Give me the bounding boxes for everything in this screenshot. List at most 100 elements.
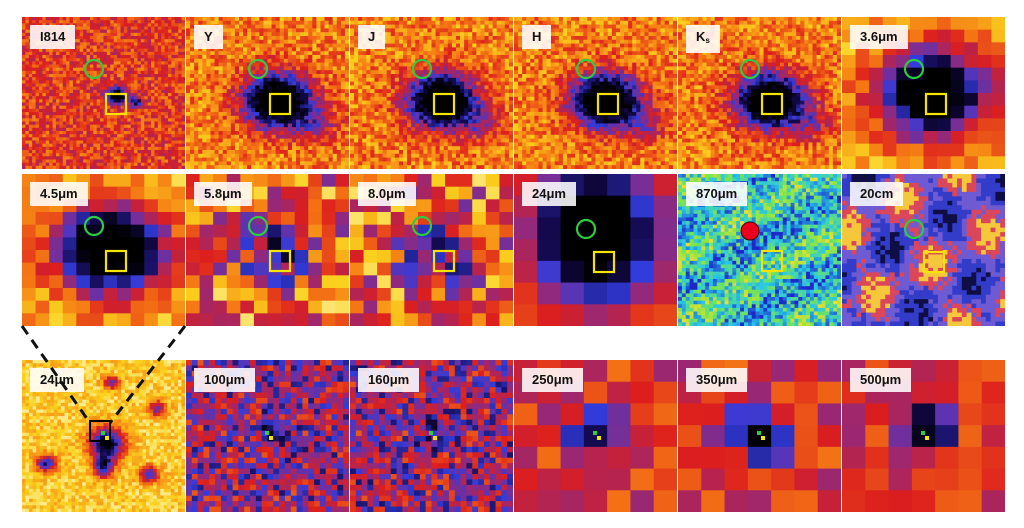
image-pixel [144,70,149,75]
image-pixel [378,81,384,86]
image-pixel [130,42,135,47]
image-pixel [198,70,203,75]
image-pixel [427,81,433,86]
image-pixel [308,28,313,33]
image-pixel [171,134,176,138]
image-pixel [59,80,64,85]
image-pixel [186,36,191,41]
image-pixel [366,93,371,98]
image-pixel [164,156,169,161]
image-pixel [49,118,54,123]
image-pixel [25,86,30,91]
image-pixel [304,131,309,136]
image-pixel [324,47,330,52]
image-pixel [263,51,269,56]
image-pixel [259,104,265,109]
image-pixel [130,150,135,154]
image-pixel [508,81,513,86]
image-pixel [234,134,240,140]
image-pixel [320,150,326,155]
image-pixel [144,55,149,59]
image-pixel [316,39,322,45]
image-pixel [66,48,71,53]
image-pixel [100,153,105,157]
image-pixel [390,77,396,83]
image-pixel [52,150,57,154]
image-pixel [194,127,199,132]
image-pixel [316,115,322,121]
image-pixel [59,118,64,123]
image-pixel [508,70,513,75]
image-pixel [100,99,105,104]
image-pixel [386,108,392,113]
image-pixel [55,99,60,104]
band-label-text: Y [204,29,213,44]
image-pixel [72,77,77,81]
image-pixel [157,51,162,56]
image-pixel [96,137,101,142]
image-pixel [151,26,156,31]
image-pixel [350,55,355,60]
image-pixel [455,28,461,33]
image-pixel [66,143,71,148]
image-pixel [186,24,191,29]
image-pixel [439,108,445,113]
image-pixel [210,134,216,140]
image-pixel [300,165,305,169]
image-pixel [500,115,506,121]
image-pixel [106,32,111,37]
image-pixel [350,96,355,102]
image-pixel [28,137,33,142]
image-pixel [366,47,371,52]
image-pixel [362,47,367,52]
image-pixel [157,162,162,167]
image-pixel [151,93,156,97]
image-pixel [287,161,293,166]
image-pixel [304,62,309,67]
image-pixel [168,26,173,31]
image-pixel [35,143,40,148]
image-pixel [28,80,33,85]
image-pixel [271,150,277,155]
image-pixel [287,28,293,33]
image-pixel [423,96,429,102]
image-pixel [300,104,305,109]
image-pixel [488,93,494,98]
image-pixel [218,66,224,71]
image-pixel [38,93,43,97]
image-pixel [198,146,203,151]
image-pixel [32,143,37,148]
image-pixel [255,20,260,26]
image-pixel [161,137,166,142]
image-pixel [279,66,285,71]
image-pixel [127,121,132,126]
image-pixel [504,43,510,48]
image-pixel [130,55,135,59]
image-pixel [324,119,330,124]
image-pixel [157,124,162,129]
image-pixel [22,32,26,37]
image-pixel [358,58,363,64]
image-pixel [455,108,461,113]
image-pixel [35,48,40,53]
image-pixel [496,100,502,105]
image-pixel [411,43,416,48]
image-pixel [214,138,220,143]
image-pixel [283,28,289,33]
image-pixel [96,99,101,104]
image-pixel [147,137,152,142]
image-pixel [147,146,152,151]
image-pixel [174,140,179,145]
image-pixel [300,115,305,121]
image-pixel [480,74,486,79]
image-pixel [22,112,26,116]
image-pixel [110,134,115,138]
image-pixel [127,127,132,132]
image-pixel [161,42,166,47]
image-pixel [472,70,477,75]
image-pixel [210,165,216,169]
image-pixel [218,100,224,105]
image-pixel [137,23,142,28]
image-pixel [32,86,37,91]
image-pixel [96,67,101,72]
